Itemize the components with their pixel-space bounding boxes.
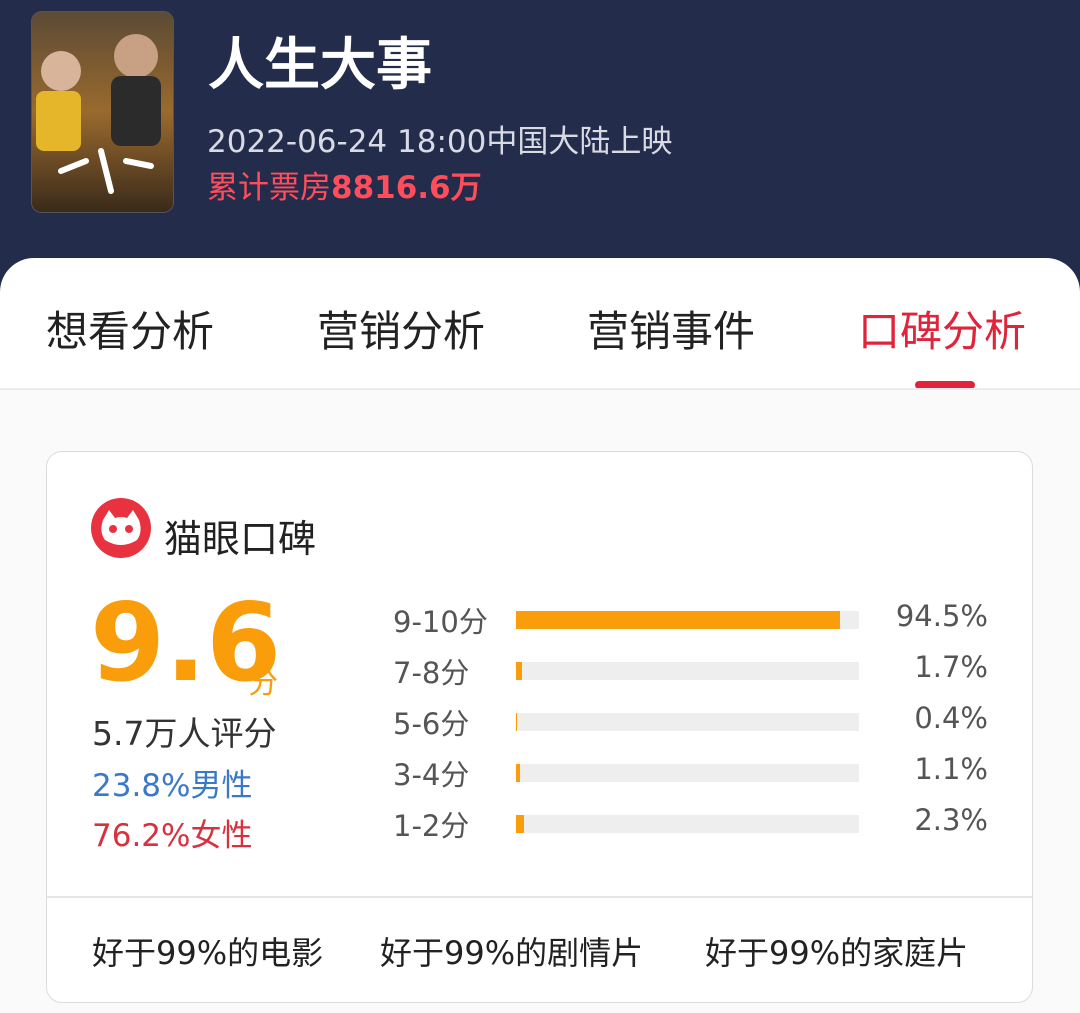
bar-track [516,662,859,680]
maoyan-icon [91,498,151,558]
poster [31,11,174,213]
bar [516,713,518,731]
tab[interactable]: 营销事件 [587,307,756,356]
female-ratio: 76.2%女性 [92,818,253,854]
tab[interactable]: 想看分析 [46,307,215,356]
percentage: 94.5% [895,599,988,633]
bar-track [516,815,859,833]
card-title: 猫眼口碑 [164,517,317,561]
score-range: 1-2分 [393,809,470,843]
tab[interactable]: 口碑分析 [858,307,1027,356]
ranking: 好于99%的电影 [92,934,324,972]
score-range: 5-6分 [393,707,470,741]
bar-track [516,764,859,782]
score-unit: 分 [248,666,278,701]
score: 9.6 [90,581,282,706]
score-range: 7-8分 [393,656,470,690]
bar-track [516,611,859,629]
percentage: 2.3% [914,803,988,837]
bar [516,815,524,833]
score-range: 9-10分 [393,605,488,639]
ranking: 好于99%的家庭片 [705,934,969,972]
ranking: 好于99%的剧情片 [380,934,644,972]
divider [0,388,1080,390]
bar [516,662,522,680]
bar-track [516,713,859,731]
bar [516,611,841,629]
raters: 5.7万人评分 [92,714,277,753]
tab[interactable]: 营销分析 [317,307,486,356]
bar [516,764,520,782]
divider [47,896,1032,898]
male-ratio: 23.8%男性 [92,768,253,804]
movie-title: 人生大事 [208,33,432,98]
percentage: 0.4% [914,701,988,735]
header [0,0,1080,300]
box-office: 累计票房8816.6万 [207,162,482,207]
box-office-value: 8816.6万 [331,170,482,206]
score-range: 3-4分 [393,758,470,792]
percentage: 1.1% [914,752,988,786]
percentage: 1.7% [914,650,988,684]
release-info: 2022-06-24 18:00中国大陆上映 [207,124,673,160]
box-office-label: 累计票房 [207,170,331,206]
active-tab-indicator [915,381,975,389]
